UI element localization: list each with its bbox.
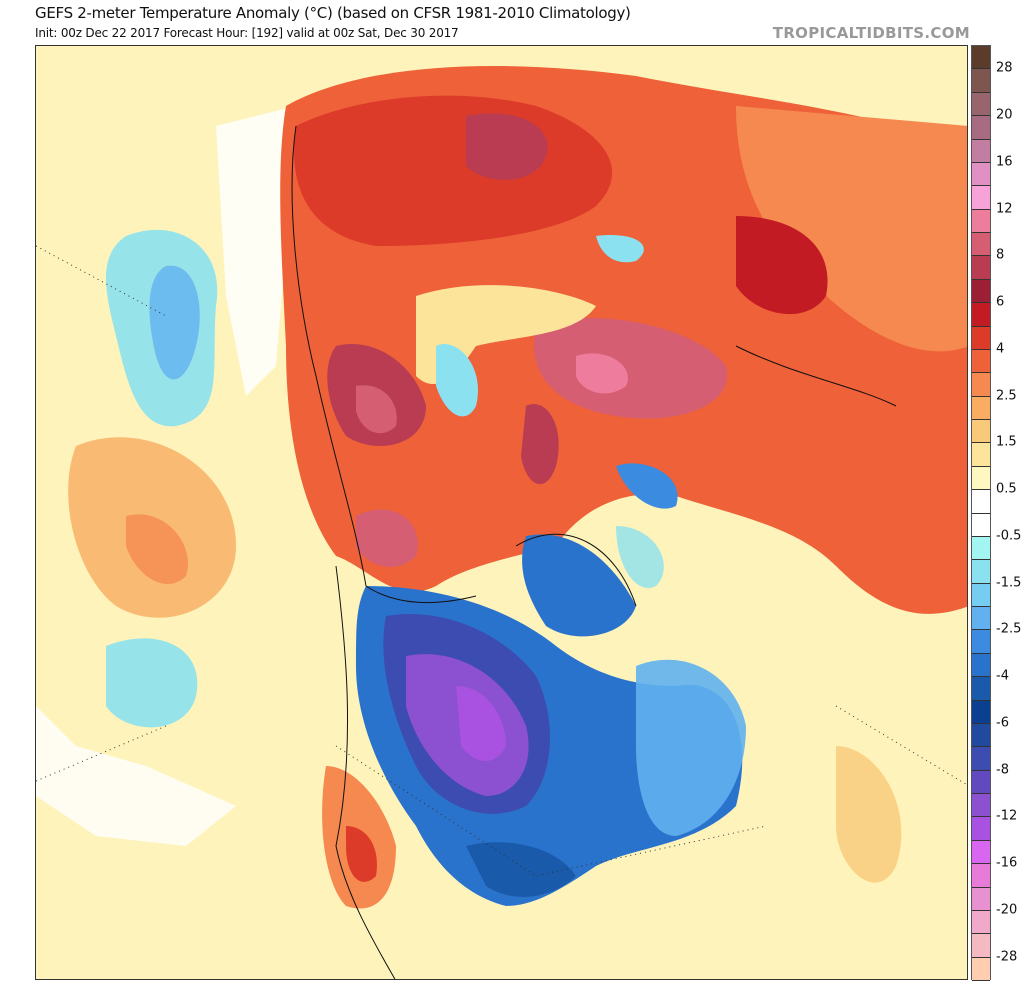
colorbar-tick-label: -12 <box>996 808 1018 824</box>
colorbar-segment <box>972 233 990 257</box>
colorbar-segment <box>972 583 990 607</box>
europe-warm-anomaly <box>534 318 728 419</box>
central-asia-warm-core <box>736 216 828 315</box>
colorbar-segment <box>972 747 990 771</box>
colorbar-segment <box>972 817 990 841</box>
greenland-cold-anomaly <box>522 534 636 637</box>
svalbard-cold-patch <box>616 463 678 509</box>
eastern-us-cold-anomaly <box>466 842 576 897</box>
europe-warm-core <box>576 353 628 394</box>
atlantic-cool-anomaly <box>636 659 746 836</box>
colorbar-tick-label: 16 <box>996 154 1013 170</box>
colorbar-segment <box>972 256 990 280</box>
colorbar-segment <box>972 373 990 397</box>
asia-warm-anomaly <box>736 106 967 352</box>
colorbar-segment <box>972 864 990 888</box>
colorbar-tick-label: 8 <box>996 247 1005 263</box>
colorbar-segment <box>972 349 990 374</box>
brand-watermark: TROPICALTIDBITS.COM <box>772 24 970 42</box>
colorbar-segment <box>972 186 990 210</box>
colorbar-tick-label: -20 <box>996 902 1018 918</box>
colorbar-segment <box>972 536 990 561</box>
colorbar-tick-label: -2.5 <box>996 621 1022 637</box>
colorbar-tick-label: 12 <box>996 201 1013 217</box>
colorbar-tick-label: -4 <box>996 668 1009 684</box>
colorbar-tick-label: 1.5 <box>996 434 1017 450</box>
colorbar-segment <box>972 303 990 327</box>
neutral-zone-north-pacific <box>216 106 296 396</box>
colorbar-segment <box>972 209 990 233</box>
colorbar-segment <box>972 513 990 537</box>
colorbar-tick-label: -8 <box>996 762 1009 778</box>
colorbar-tick-label: 20 <box>996 107 1013 123</box>
arctic-cool-streak <box>436 344 478 417</box>
colorbar-tick-label: -0.5 <box>996 528 1022 544</box>
colorbar-tick-label: -16 <box>996 855 1018 871</box>
colorbar-tick-label: 6 <box>996 294 1005 310</box>
siberia-cool-patch <box>596 235 644 263</box>
colorbar-tick-label: -1.5 <box>996 575 1022 591</box>
arctic-ocean-warm-anomaly <box>521 404 559 485</box>
yukon-warm-anomaly <box>356 509 418 567</box>
alaska-warm-core <box>356 385 397 434</box>
map-canvas <box>36 66 967 979</box>
colorbar <box>971 45 991 981</box>
coastline <box>291 125 897 979</box>
colorbar-segment <box>972 770 990 794</box>
pacific-cool-core <box>149 265 200 380</box>
colorbar-segment <box>972 630 990 654</box>
colorbar-tick-label: 2.5 <box>996 388 1017 404</box>
colorbar-segment <box>972 887 990 911</box>
colorbar-segment <box>972 794 990 818</box>
colorbar-segment <box>972 396 990 420</box>
colorbar-tick-label: 28 <box>996 60 1013 76</box>
graticule-line <box>36 725 167 782</box>
colorbar-segment <box>972 653 990 678</box>
colorbar-tick-label: 4 <box>996 341 1005 357</box>
colorbar-segment <box>972 677 990 701</box>
temperature-anomaly-map <box>35 45 968 980</box>
canada-extreme-cold-core <box>456 686 506 761</box>
colorbar-segment <box>972 466 990 491</box>
colorbar-tick-label: 0.5 <box>996 481 1017 497</box>
map-subtitle: Init: 00z Dec 22 2017 Forecast Hour: [19… <box>35 26 459 40</box>
neutral-zone-east-pacific <box>36 706 236 846</box>
colorbar-segment <box>972 443 990 467</box>
siberia-warm-core <box>466 113 548 180</box>
southwest-warm-core <box>346 826 377 882</box>
colorbar-segment <box>972 116 990 140</box>
map-title: GEFS 2-meter Temperature Anomaly (°C) (b… <box>35 4 631 22</box>
colorbar-segment <box>972 92 990 117</box>
colorbar-segment <box>972 326 990 350</box>
colorbar-segment <box>972 69 990 93</box>
colorbar-segment <box>972 934 990 958</box>
colorbar-segment <box>972 840 990 865</box>
pacific-warm-core <box>126 514 188 585</box>
colorbar-segment <box>972 420 990 444</box>
norwegian-sea-cool-patch <box>616 526 664 588</box>
graticule-line <box>835 705 967 786</box>
colorbar-segment <box>972 723 990 748</box>
colorbar-segment <box>972 700 990 724</box>
colorbar-segment <box>972 910 990 935</box>
colorbar-segment <box>972 490 990 514</box>
colorbar-segment <box>972 607 990 631</box>
colorbar-segment <box>972 279 990 304</box>
colorbar-segment <box>972 957 990 981</box>
colorbar-tick-label: -6 <box>996 715 1009 731</box>
colorbar-segment <box>972 139 990 163</box>
colorbar-segment <box>972 560 990 584</box>
north-pacific-cool-anomaly <box>106 638 198 728</box>
colorbar-segment <box>972 162 990 187</box>
graticule-line <box>335 745 767 877</box>
mid-atlantic-warm-patch <box>836 746 902 883</box>
colorbar-tick-label: -28 <box>996 949 1018 965</box>
colorbar-segment <box>972 46 990 70</box>
